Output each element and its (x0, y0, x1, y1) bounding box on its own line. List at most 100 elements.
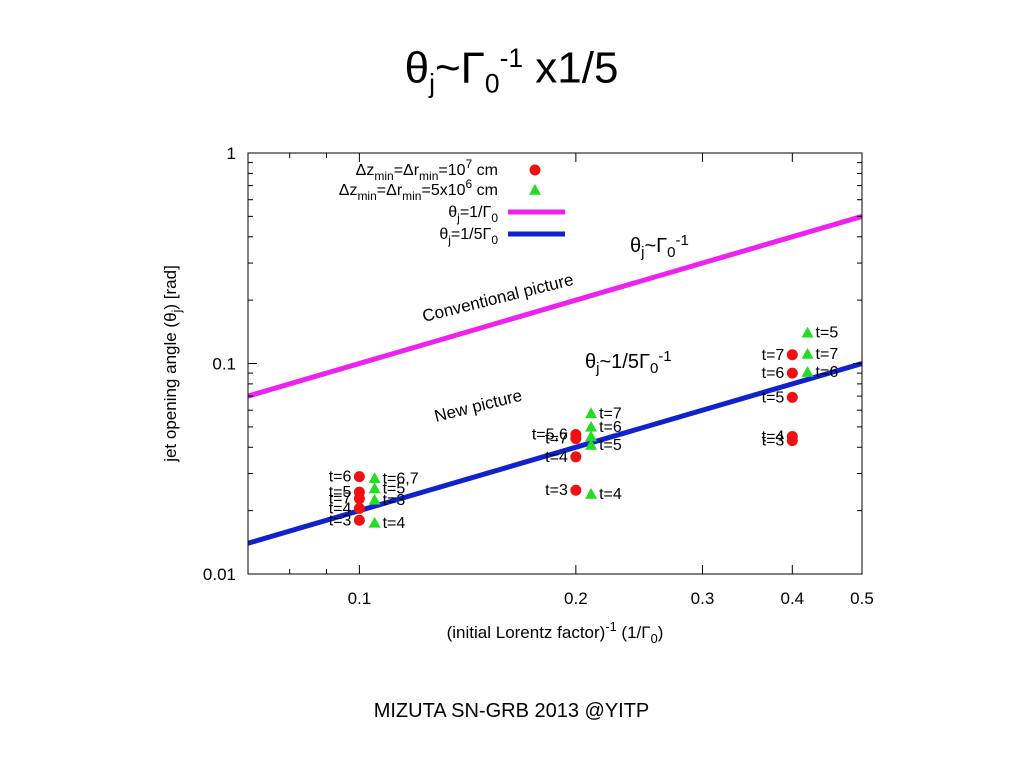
y-axis-title-part-0: jet opening angle (θ (161, 312, 180, 462)
data-point-label: t=3 (329, 512, 352, 529)
y-tick-label: 1 (227, 144, 236, 163)
x-tick-label: 0.5 (850, 589, 874, 608)
annotation-theta-fifth-gamma-part-3: 0 (650, 360, 658, 377)
data-point-label: t=4 (762, 428, 785, 445)
data-point-label: t=3 (762, 433, 785, 450)
x-axis-title-part-0: (initial Lorentz factor) (447, 623, 606, 642)
data-point-triangle (801, 326, 814, 338)
annotation-theta-fifth-gamma-part-0: θ (585, 351, 596, 373)
legend-label-2-part-2: =1/Γ (460, 204, 492, 221)
data-point-circle (786, 349, 798, 361)
chart-point-labels: t=6t=5t=7t=4t=3t=5,6t=7t=4t=3t=7t=6t=5t=… (329, 325, 839, 532)
legend-marker-circle (529, 164, 541, 176)
title-tilde-gamma: ~Γ (434, 43, 485, 93)
chart-points (353, 326, 814, 528)
data-point-label: t=5 (762, 389, 785, 406)
annotation-new-picture: New picture (432, 386, 524, 426)
data-point-label: t=3 (545, 482, 568, 499)
data-point-label: t=7 (762, 347, 785, 364)
legend-label-3-part-3: 0 (491, 233, 498, 247)
data-point-label: t=5,6 (532, 426, 568, 443)
data-point-circle (786, 435, 798, 447)
data-point-circle (570, 451, 582, 463)
legend-label-1-part-4: =5x10 (421, 182, 465, 199)
series-line-magenta-line (248, 213, 862, 399)
x-axis-title-part-2: (1/Γ (617, 623, 651, 642)
legend-label-3-part-2: =1/5Γ (451, 226, 492, 243)
title-sub-j: j (429, 68, 435, 99)
legend-label-0-part-4: =10 (438, 162, 465, 179)
data-point-circle (570, 433, 582, 445)
data-point-label: t=7 (599, 405, 622, 422)
data-point-triangle (585, 439, 598, 450)
legend-label-0-part-1: min (374, 169, 393, 183)
x-axis-title-part-4: ) (658, 623, 664, 642)
legend-label-3-part-1: j (447, 233, 451, 247)
legend-marker-triangle (529, 184, 541, 195)
title-tail: x1/5 (523, 43, 619, 93)
x-tick-label: 0.2 (564, 589, 588, 608)
data-point-triangle (368, 493, 381, 505)
data-point-label: t=4 (329, 500, 352, 517)
data-point-circle (786, 367, 798, 379)
y-tick-label: 0.01 (203, 565, 236, 584)
legend-label-0-part-6: cm (472, 162, 498, 179)
data-point-label: t=7 (329, 491, 352, 508)
legend-label-1-part-5: 6 (466, 177, 473, 191)
x-tick-label: 0.1 (348, 589, 372, 608)
annotation-theta-gamma-part-4: -1 (676, 232, 689, 249)
data-point-label: t=4 (383, 515, 406, 532)
data-point-triangle (801, 347, 814, 359)
data-point-circle (353, 471, 365, 483)
annotation-theta-gamma-part-0: θ (630, 235, 641, 257)
data-point-circle (353, 514, 365, 526)
title-theta: θ (404, 43, 430, 93)
legend-label-1-part-2: =Δr (377, 182, 403, 199)
data-point-circle (353, 493, 365, 505)
legend-label-0-part-5: 7 (466, 157, 473, 171)
annotation-theta-gamma-part-1: j (640, 244, 644, 261)
data-point-label: t=5 (599, 437, 622, 454)
data-point-label: t=4 (599, 486, 622, 503)
annotation-theta-gamma-part-3: 0 (667, 244, 675, 261)
legend-label-2-part-1: j (456, 211, 460, 225)
footer-text: MIZUTA SN-GRB 2013 @YITP (373, 700, 650, 722)
data-point-label: t=7 (816, 346, 839, 363)
legend-label-0: Δzmin=Δrmin=107 cm (356, 157, 498, 183)
chart-axes: 0.1 0.2 0.3 0.4 0.5 0.01 0.1 1 (initial Lorentz … (161, 144, 874, 646)
legend-label-1-part-3: min (402, 189, 421, 203)
legend-label-3-part-0: θ (439, 226, 448, 243)
data-point-label: t=6 (816, 364, 839, 381)
series-line-blue-line (248, 361, 862, 546)
data-point-triangle (801, 366, 814, 377)
data-point-label: t=6 (599, 419, 622, 436)
annotation-theta-gamma-part-2: ~Γ (644, 235, 667, 257)
data-point-label: t=6,7 (383, 470, 419, 487)
data-point-triangle (368, 482, 381, 494)
legend-label-0-part-3: min (419, 169, 438, 183)
x-axis-title-part-1: -1 (605, 619, 616, 634)
annotation-theta-fifth-gamma-part-4: -1 (658, 348, 671, 365)
annotation-theta-gamma: θj~Γ0-1 (630, 232, 689, 261)
legend-label-0-part-2: =Δr (394, 162, 420, 179)
legend-label-3: θj=1/5Γ0 (439, 226, 498, 247)
legend-label-1-part-1: min (357, 189, 376, 203)
data-point-circle (786, 391, 798, 403)
title-sup: -1 (499, 43, 524, 73)
legend-label-1-part-0: Δz (339, 182, 358, 199)
x-axis-title: (initial Lorentz factor)-1 (1/Γ0) (447, 619, 664, 646)
legend-label-2-part-0: θ (448, 204, 457, 221)
data-point-triangle (585, 430, 598, 442)
data-point-circle (570, 484, 582, 496)
annotation-theta-fifth-gamma: θj~1/5Γ0-1 (585, 348, 672, 377)
data-point-label: t=6 (762, 365, 785, 382)
title-sub-0: 0 (484, 68, 500, 99)
y-axis-title: jet opening angle (θj) [rad] (161, 265, 184, 463)
data-point-label: t=5 (329, 484, 352, 501)
y-axis-title-part-1: j (169, 310, 184, 314)
data-point-label: t=5 (816, 325, 839, 342)
data-point-triangle (585, 407, 598, 419)
